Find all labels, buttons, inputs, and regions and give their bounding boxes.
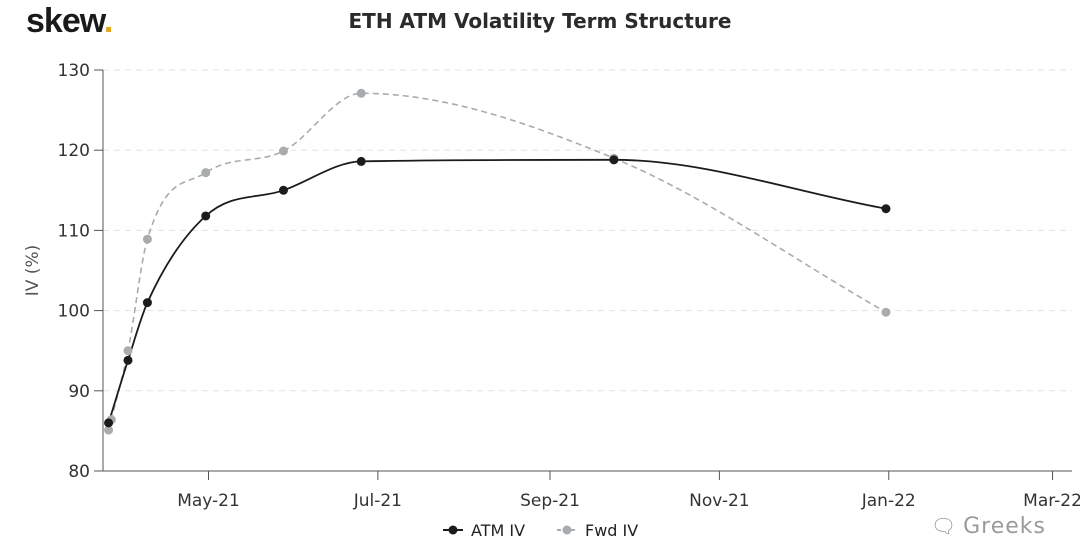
- x-tick-label: Jan-22: [861, 491, 916, 511]
- y-tick-label: 110: [58, 221, 90, 241]
- y-tick-label: 130: [58, 61, 90, 81]
- chart-title: ETH ATM Volatility Term Structure: [348, 9, 732, 33]
- data-point: [142, 298, 152, 308]
- data-point: [104, 425, 114, 435]
- data-point: [142, 234, 152, 244]
- watermark: 🗨 Greeks: [931, 514, 1046, 539]
- y-tick-label: 100: [58, 302, 90, 322]
- legend-marker: [562, 525, 572, 535]
- data-point: [881, 307, 891, 317]
- skew-logo: skew.: [26, 2, 114, 41]
- data-point: [881, 204, 891, 214]
- data-point: [123, 346, 133, 356]
- legend[interactable]: ATM IV Fwd IV: [443, 521, 638, 540]
- y-tick-label: 80: [68, 462, 90, 482]
- watermark-text: Greeks: [963, 514, 1046, 539]
- x-tick-label: Nov-21: [689, 491, 750, 511]
- logo-dot: .: [103, 2, 114, 40]
- legend-label: Fwd IV: [585, 521, 638, 540]
- series-group: [104, 88, 891, 435]
- y-axis-label: IV (%): [23, 245, 43, 296]
- data-point: [123, 355, 133, 365]
- data-point: [356, 156, 366, 166]
- series-line: [107, 92, 887, 431]
- wechat-icon: 🗨: [930, 514, 958, 538]
- data-point: [201, 168, 211, 178]
- data-point: [104, 418, 114, 428]
- x-tick-label: Mar-22: [1023, 491, 1080, 511]
- axes: 80 90 100 110 120 130 May-21 Jul-21 Sep-21 Nov-21…: [58, 61, 1080, 511]
- data-point: [201, 211, 211, 221]
- data-point: [356, 88, 366, 98]
- legend-label: ATM IV: [471, 521, 525, 540]
- x-tick-label: May-21: [177, 491, 240, 511]
- data-point: [278, 146, 288, 156]
- y-tick-label: 90: [68, 382, 90, 402]
- x-tick-label: Jul-21: [353, 491, 402, 511]
- data-point: [278, 185, 288, 195]
- logo-text: skew: [26, 2, 105, 40]
- series-line: [107, 158, 887, 424]
- gridlines: [103, 69, 1072, 392]
- x-tick-label: Sep-21: [520, 491, 580, 511]
- y-tick-label: 120: [58, 141, 90, 161]
- legend-marker: [448, 525, 458, 535]
- data-point: [609, 155, 619, 165]
